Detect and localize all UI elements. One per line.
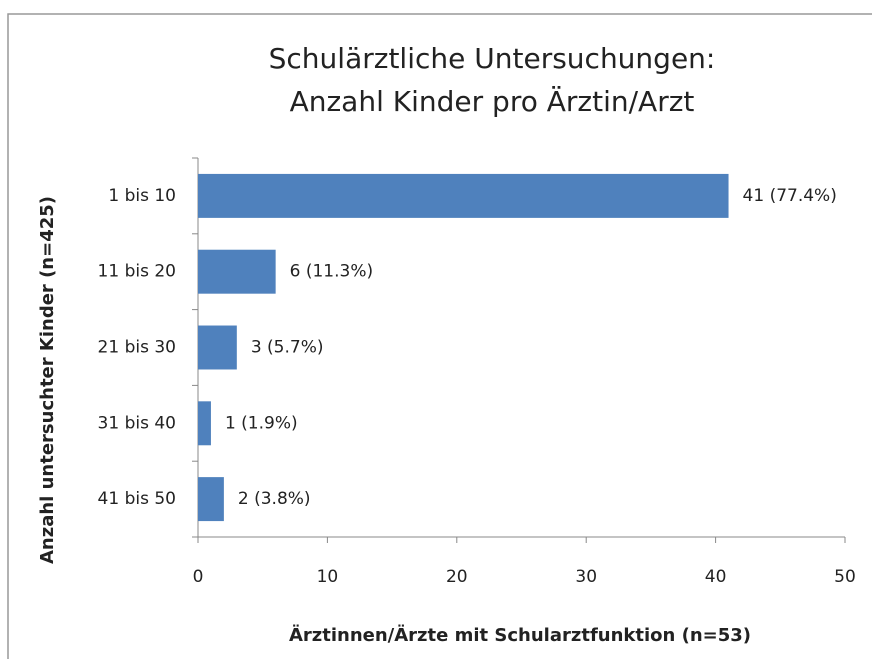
- data-label: 3 (5.7%): [251, 338, 324, 358]
- y-tick-label: 41 bis 50: [98, 489, 176, 509]
- data-label: 1 (1.9%): [225, 413, 298, 433]
- y-tick-label: 1 bis 10: [108, 186, 176, 206]
- bar: [198, 173, 729, 218]
- x-tick-label: 20: [446, 567, 468, 587]
- bar: [198, 325, 237, 370]
- y-tick-label: 21 bis 30: [98, 338, 176, 358]
- y-tick-label: 31 bis 40: [98, 413, 176, 433]
- x-tick-label: 40: [705, 567, 727, 587]
- x-axis-label: Ärztinnen/Ärzte mit Schularztfunktion (n…: [289, 624, 751, 646]
- data-label: 2 (3.8%): [238, 489, 311, 509]
- data-label: 6 (11.3%): [290, 262, 374, 282]
- y-axis-label: Anzahl untersuchter Kinder (n=425): [37, 196, 58, 564]
- chart-title: Anzahl Kinder pro Ärztin/Arzt: [290, 85, 695, 118]
- x-tick-label: 30: [575, 567, 597, 587]
- x-tick-label: 0: [193, 567, 204, 587]
- x-tick-label: 50: [834, 567, 856, 587]
- data-label: 41 (77.4%): [743, 186, 837, 206]
- chart-title: Schulärztliche Untersuchungen:: [269, 42, 716, 75]
- chart-frame: [7, 13, 872, 659]
- bar: [198, 477, 224, 522]
- bar: [198, 401, 211, 446]
- y-tick-label: 11 bis 20: [98, 262, 176, 282]
- bar: [198, 249, 276, 294]
- x-tick-label: 10: [317, 567, 339, 587]
